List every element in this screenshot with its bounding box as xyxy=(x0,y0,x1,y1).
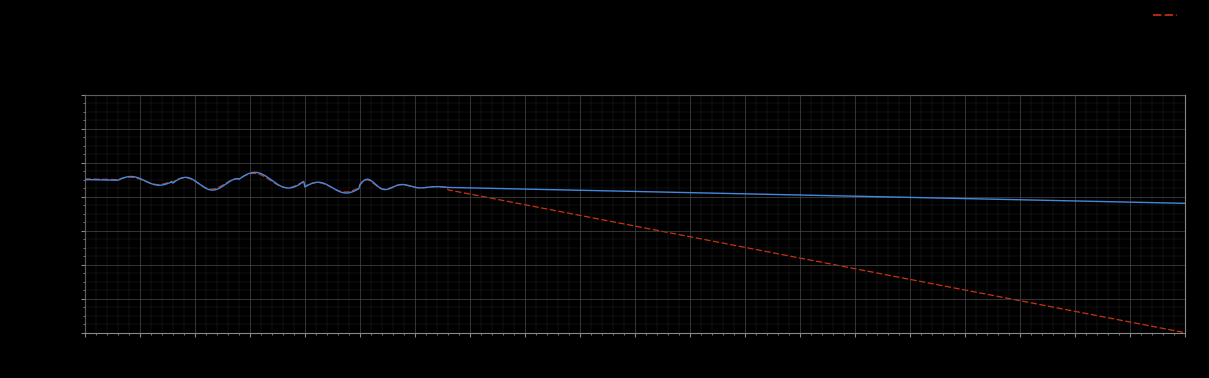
Legend: , : , xyxy=(1152,0,1180,20)
